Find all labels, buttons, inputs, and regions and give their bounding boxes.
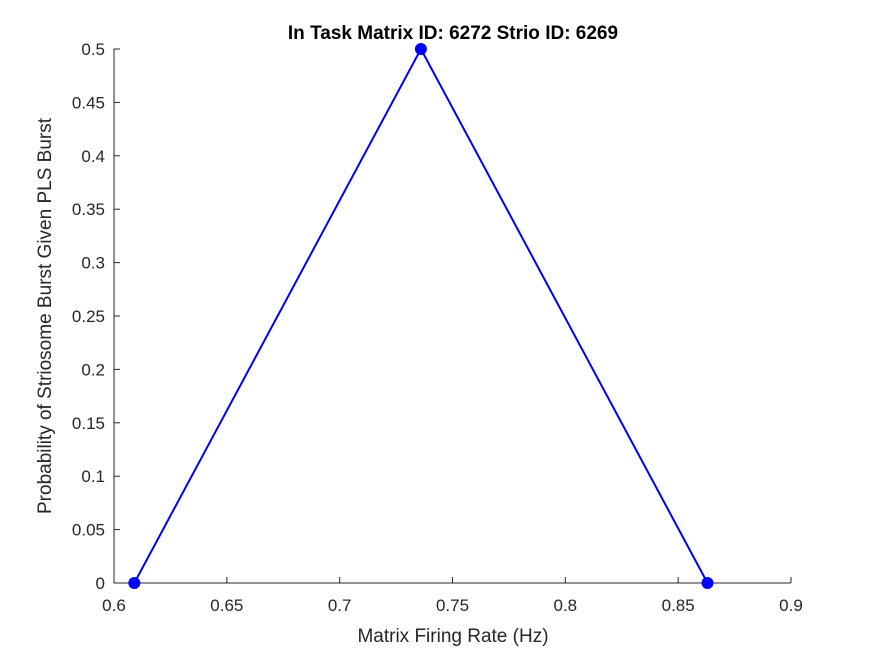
data-point [701,577,714,589]
x-tick-label: 0.65 [210,596,243,615]
x-tick-label: 0.6 [102,596,126,615]
data-point [128,577,141,589]
x-tick-label: 0.7 [328,596,352,615]
y-tick-label: 0 [96,574,105,593]
x-axis-ticks: 0.6 0.65 0.7 0.75 0.8 0.85 0.9 [102,577,803,615]
y-tick-label: 0.35 [72,200,105,219]
y-tick-label: 0.3 [81,254,105,273]
chart-title: In Task Matrix ID: 6272 Strio ID: 6269 [288,23,618,44]
y-axis-label: Probability of Striosome Burst Given PLS… [35,117,56,514]
y-tick-label: 0.4 [81,147,105,166]
x-tick-label: 0.9 [779,596,803,615]
x-axis-label: Matrix Firing Rate (Hz) [357,626,548,647]
y-tick-label: 0.2 [81,360,105,379]
x-tick-label: 0.75 [436,596,469,615]
y-axis-ticks: 0 0.05 0.1 0.15 0.2 0.25 0.3 0.35 0.4 0.45 0.5 [72,40,120,593]
x-tick-label: 0.8 [554,596,578,615]
y-tick-label: 0.1 [81,467,105,486]
x-tick-label: 0.85 [662,596,695,615]
data-series [128,43,714,589]
y-tick-label: 0.45 [72,93,105,112]
y-tick-label: 0.5 [81,40,105,59]
axes [113,49,791,584]
data-point [414,43,427,55]
y-tick-label: 0.15 [72,414,105,433]
y-tick-label: 0.25 [72,307,105,326]
y-tick-label: 0.05 [72,521,105,540]
series-line [133,46,709,584]
